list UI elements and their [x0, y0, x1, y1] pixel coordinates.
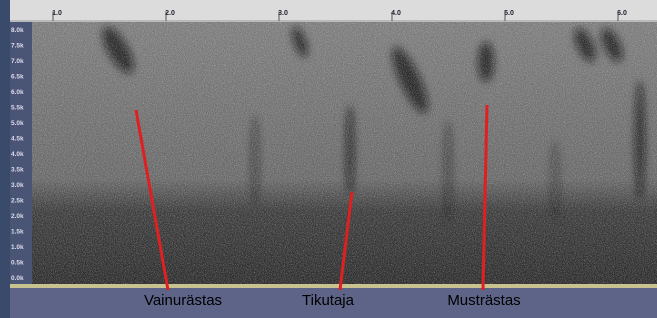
spectrogram-screenshot: 1.0 2.0 3.0 4.0 5.0 6.0 8.0k 7.5k 7.0k 6.5k 6.0k 5.…: [0, 0, 657, 318]
frequency-label: 1.5k: [11, 229, 24, 236]
ruler-tick-label: 3.0: [278, 10, 288, 17]
ruler-tick-label: 2.0: [165, 10, 175, 17]
frequency-label: 2.5k: [11, 198, 24, 205]
frequency-label: 1.0k: [11, 244, 24, 251]
annotation-label: Tikutaja: [302, 292, 355, 309]
ruler-tick-label: 1.0: [52, 10, 62, 17]
time-ruler: [10, 0, 657, 22]
ruler-tick-label: 4.0: [391, 10, 401, 17]
frequency-label: 6.0k: [11, 89, 24, 96]
frequency-label: 5.5k: [11, 105, 24, 112]
frequency-label: 5.0k: [11, 120, 24, 127]
frequency-label: 4.5k: [11, 136, 24, 143]
frequency-label: 3.5k: [11, 167, 24, 174]
annotation-label: Musträstas: [447, 292, 520, 309]
frequency-label: 7.5k: [11, 43, 24, 50]
frequency-label: 2.0k: [11, 213, 24, 220]
frequency-label: 8.0k: [11, 27, 24, 34]
ruler-tick-label: 5.0: [504, 10, 514, 17]
frequency-label: 7.0k: [11, 58, 24, 65]
track-border: [10, 284, 657, 288]
frequency-label: 3.0k: [11, 182, 24, 189]
frequency-label: 0.0k: [11, 275, 24, 282]
ruler-tick-label: 6.0: [617, 10, 627, 17]
frequency-label: 0.5k: [11, 260, 24, 267]
frequency-label: 6.5k: [11, 74, 24, 81]
annotation-label: Vainurästas: [144, 292, 222, 309]
frequency-label: 4.0k: [11, 151, 24, 158]
